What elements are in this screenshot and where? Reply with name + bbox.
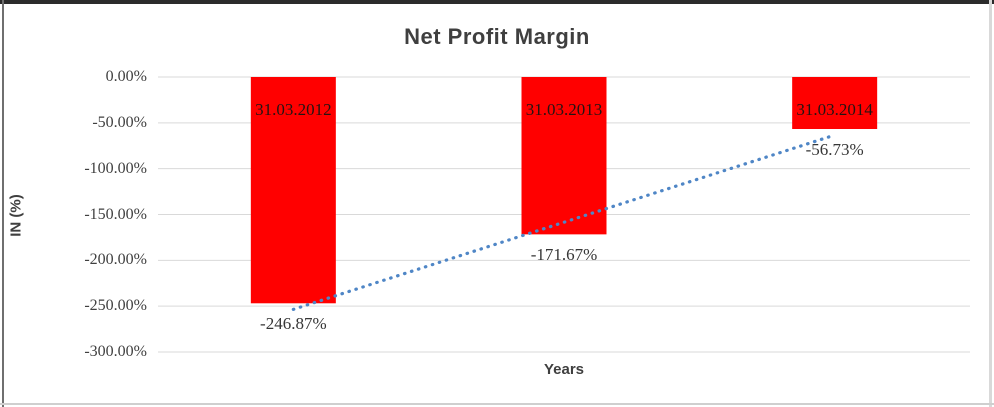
y-tick-label: -250.00% [84, 297, 147, 315]
y-tick-label: 0.00% [105, 68, 147, 85]
y-tick-label: -150.00% [84, 205, 147, 223]
bar-value-label: -171.67% [530, 245, 598, 265]
y-tick-label: -100.00% [84, 159, 147, 177]
bar-value-label: -246.87% [260, 314, 327, 334]
bar-category-label: 31.03.2013 [525, 100, 603, 119]
bar [250, 77, 336, 304]
chart-border-top [0, 0, 994, 4]
bar-category-label: 31.03.2014 [796, 100, 873, 119]
chart-title: Net Profit Margin [404, 24, 590, 49]
chart-border-left [2, 0, 4, 407]
y-tick-label: -300.00% [84, 343, 147, 360]
chart-border-right [989, 0, 992, 407]
y-tick-label: -50.00% [92, 113, 147, 131]
bar-value-label: -56.73% [805, 140, 864, 159]
chart-border-bottom [0, 403, 994, 405]
x-axis-title: Years [543, 361, 585, 378]
trendline [291, 133, 837, 311]
y-tick-label: -200.00% [84, 251, 147, 269]
bar [521, 77, 607, 235]
bar-category-label: 31.03.2012 [255, 100, 332, 119]
bar [792, 77, 878, 130]
